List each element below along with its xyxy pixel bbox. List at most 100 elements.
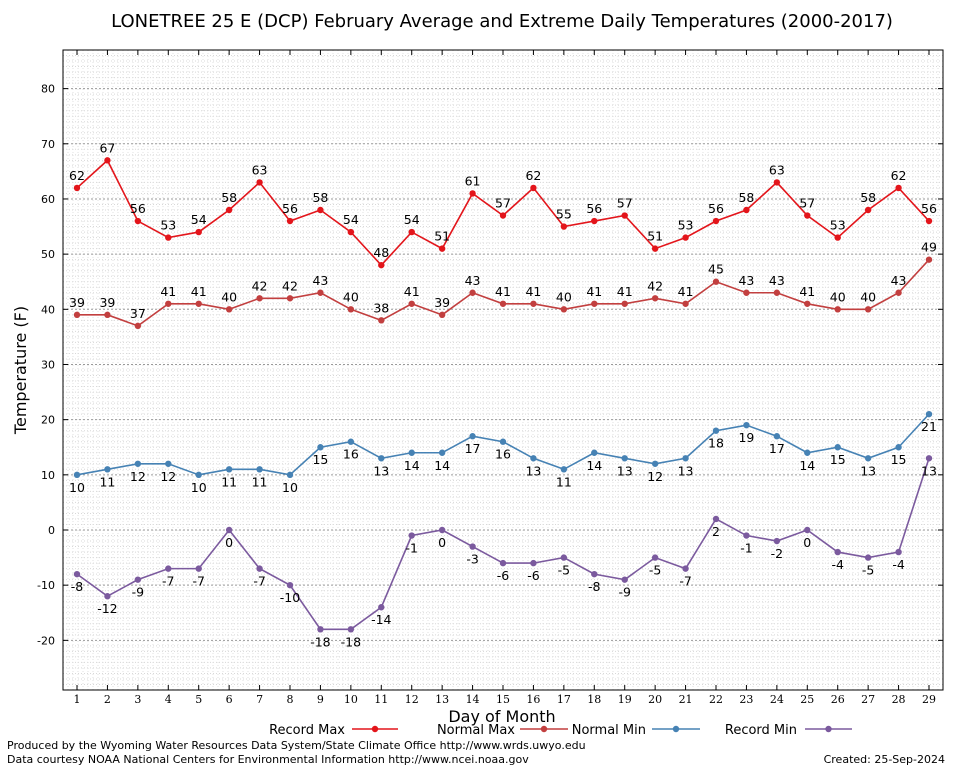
data-label: 15 (830, 452, 846, 467)
x-tick-label: 13 (435, 693, 449, 706)
data-label: 11 (221, 474, 237, 489)
data-point (469, 190, 476, 197)
data-point (347, 306, 355, 313)
data-point (408, 532, 415, 539)
data-label: 19 (738, 430, 754, 445)
data-point (73, 184, 81, 192)
data-point (499, 212, 507, 219)
data-label: 41 (525, 284, 541, 299)
data-point (804, 526, 811, 534)
data-label: -14 (371, 612, 391, 627)
data-point (317, 289, 324, 296)
data-point (682, 234, 689, 241)
data-point (317, 626, 324, 633)
data-point (804, 212, 811, 219)
data-point (712, 278, 720, 285)
data-label: 17 (465, 441, 481, 456)
data-label: 56 (586, 201, 602, 216)
data-label: 13 (921, 463, 937, 478)
data-point (378, 604, 385, 611)
data-label: 49 (921, 240, 937, 255)
data-label: 14 (434, 458, 450, 473)
data-point (73, 471, 81, 479)
data-point (834, 444, 841, 451)
data-label: 13 (373, 463, 389, 478)
data-point (773, 289, 781, 296)
data-point (651, 460, 659, 467)
x-tick-label: 3 (134, 693, 141, 706)
data-label: 41 (160, 284, 176, 299)
data-label: 57 (799, 196, 815, 211)
data-point (165, 565, 172, 572)
data-point (286, 295, 294, 302)
data-point (438, 449, 446, 456)
data-point (408, 300, 415, 307)
data-point (438, 311, 446, 319)
data-label: 37 (130, 306, 146, 321)
data-point (651, 295, 659, 302)
data-label: -9 (618, 585, 631, 600)
data-point (834, 548, 841, 556)
data-label: -1 (405, 541, 417, 556)
data-label: -7 (162, 574, 174, 589)
data-label: -4 (892, 557, 905, 572)
data-point (256, 295, 263, 302)
legend-label: Record Max (269, 723, 345, 738)
data-label: 39 (69, 295, 85, 310)
data-label: 16 (495, 447, 511, 462)
series-record-max: 62 67 56 53 54 58 63 56 58 54 48 54 51 61 57 62 55 56 57 51… (69, 140, 937, 269)
data-point (408, 228, 415, 236)
data-label: 17 (769, 441, 785, 456)
series-layer: 62 67 56 53 54 58 63 56 58 54 48 54 51 61 57 62 55 56 57 51… (69, 140, 937, 649)
x-axis-label: Day of Month (448, 707, 555, 726)
x-tick-label: 26 (831, 693, 845, 706)
x-tick-label: 28 (892, 693, 906, 706)
data-label: -6 (527, 568, 540, 583)
data-label: 62 (69, 168, 85, 183)
data-label: 41 (799, 284, 815, 299)
data-label: 40 (556, 289, 572, 304)
data-label: 11 (556, 474, 572, 489)
data-label: 56 (921, 201, 937, 216)
data-point (621, 212, 628, 219)
data-label: 51 (434, 229, 450, 244)
x-tick-label: 10 (344, 693, 358, 706)
data-label: 53 (830, 218, 846, 233)
data-point (743, 532, 750, 539)
footer-created-date: Created: 25-Sep-2024 (824, 753, 945, 766)
data-point (591, 300, 598, 307)
y-tick-label: 20 (41, 414, 55, 427)
data-point (256, 179, 263, 186)
x-tick-label: 23 (739, 693, 753, 706)
data-point (864, 554, 872, 561)
data-point (530, 455, 537, 462)
data-label: 12 (130, 469, 146, 484)
data-label: 43 (769, 273, 785, 288)
data-label: 41 (495, 284, 511, 299)
y-tick-label: 0 (48, 524, 55, 537)
data-point (134, 217, 142, 225)
data-point (743, 206, 750, 214)
data-point (895, 444, 902, 451)
data-label: 14 (404, 458, 420, 473)
data-point (560, 466, 568, 473)
y-tick-label: 80 (41, 83, 55, 96)
data-label: -5 (558, 563, 570, 578)
data-label: 10 (191, 480, 207, 495)
data-label: 13 (617, 463, 633, 478)
data-label: 62 (525, 168, 541, 183)
x-tick-label: 15 (496, 693, 510, 706)
data-point (104, 311, 111, 319)
data-label: 67 (99, 140, 115, 155)
data-label: 48 (373, 245, 389, 260)
data-point (104, 593, 111, 600)
data-label: 43 (891, 273, 907, 288)
y-tick-label: 10 (41, 469, 55, 482)
data-point (895, 289, 902, 296)
data-label: 11 (99, 474, 115, 489)
legend-swatch-marker (540, 725, 548, 733)
data-label: -18 (341, 634, 361, 649)
data-point (530, 300, 537, 307)
data-point (591, 570, 598, 578)
data-label: 45 (708, 262, 724, 277)
